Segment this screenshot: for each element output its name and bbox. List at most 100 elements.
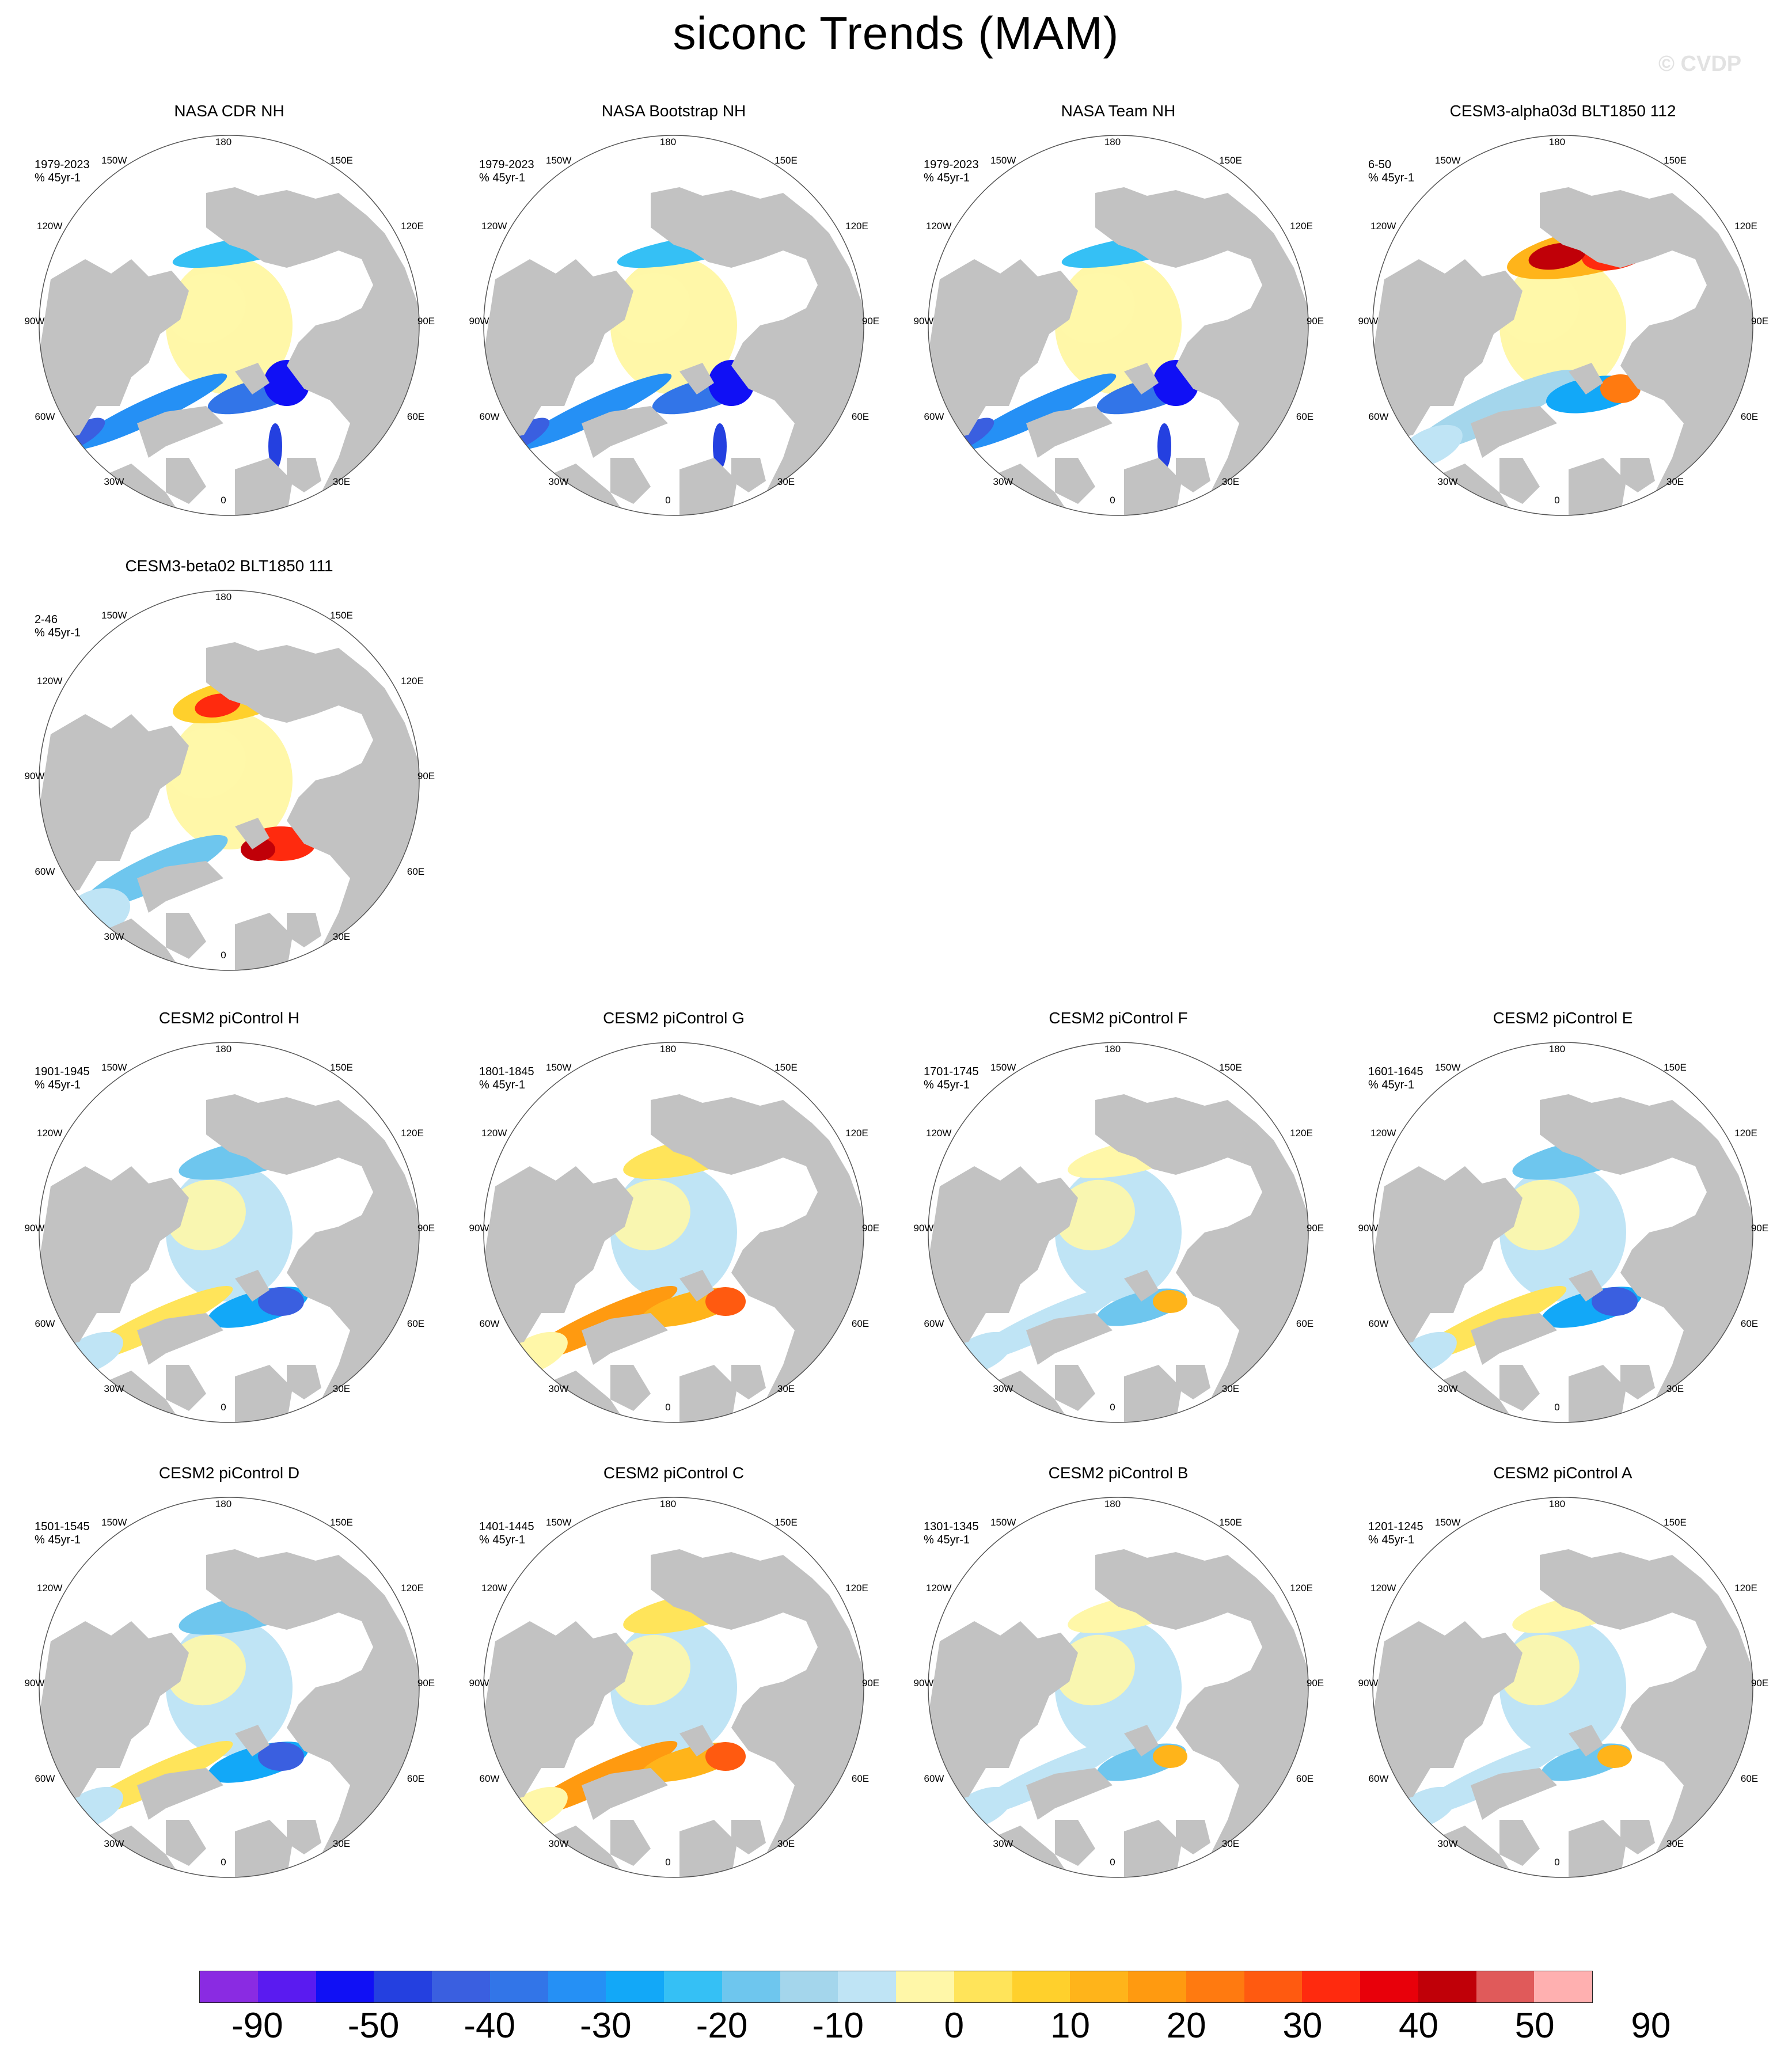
longitude-label: 60W xyxy=(35,1318,55,1329)
colorbar-swatch xyxy=(1012,1971,1070,2002)
longitude-label: 90E xyxy=(417,316,435,327)
panel-title: CESM2 piControl B xyxy=(1048,1464,1189,1482)
colorbar xyxy=(199,1971,1593,2003)
longitude-label: 90W xyxy=(913,1678,934,1689)
longitude-label: 90W xyxy=(469,1223,489,1234)
longitude-label: 30W xyxy=(104,1383,124,1394)
longitude-label: 90E xyxy=(1306,1223,1324,1234)
colorbar-tick-label: -10 xyxy=(812,2006,864,2046)
longitude-label: 150E xyxy=(330,1517,353,1528)
longitude-label: 120E xyxy=(401,676,424,686)
longitude-label: 150W xyxy=(546,1062,572,1073)
longitude-label: 180 xyxy=(1104,136,1121,147)
longitude-label: 30E xyxy=(332,931,351,942)
longitude-label: 60W xyxy=(35,411,55,422)
longitude-label: 150W xyxy=(101,1517,127,1528)
longitude-label: 90E xyxy=(1306,1678,1324,1689)
longitude-label: 0 xyxy=(221,950,226,961)
longitude-label: 120W xyxy=(1370,1583,1396,1593)
longitude-label: 150E xyxy=(774,1062,798,1073)
colorbar-tick-label: 30 xyxy=(1282,2006,1323,2046)
colorbar-swatch xyxy=(1418,1971,1476,2002)
longitude-label: 120W xyxy=(481,221,507,232)
longitude-label: 90E xyxy=(1751,316,1769,327)
colorbar-swatch xyxy=(1186,1971,1244,2002)
longitude-label: 150E xyxy=(1219,1062,1242,1073)
colorbar-tick-label: -20 xyxy=(696,2006,748,2046)
longitude-label: 90W xyxy=(469,1678,489,1689)
longitude-label: 90W xyxy=(469,316,489,327)
longitude-label: 0 xyxy=(1554,495,1560,506)
longitude-label: 30W xyxy=(548,1383,569,1394)
map-panel: NASA Team NH 1979-2023% 45yr-1 180 150W 15… xyxy=(905,101,1331,550)
panel-period: 1501-1545% 45yr-1 xyxy=(35,1520,90,1546)
colorbar-swatch xyxy=(432,1971,490,2002)
map-panel: CESM2 piControl F 1701-1745% 45yr-1 180 1… xyxy=(905,1008,1331,1457)
longitude-label: 90W xyxy=(24,1678,45,1689)
longitude-label: 30W xyxy=(104,931,124,942)
panel-period: 1601-1645% 45yr-1 xyxy=(1368,1065,1423,1091)
longitude-label: 90E xyxy=(1306,316,1324,327)
longitude-label: 150W xyxy=(1435,1062,1461,1073)
polar-map xyxy=(928,1497,1309,1878)
polar-map xyxy=(39,1042,420,1423)
longitude-label: 180 xyxy=(215,591,232,602)
longitude-label: 120E xyxy=(1290,1128,1313,1139)
longitude-label: 60E xyxy=(851,411,870,422)
panel-title: CESM3-beta02 BLT1850 111 xyxy=(125,557,333,575)
longitude-label: 60E xyxy=(407,866,425,877)
colorbar-swatch xyxy=(1360,1971,1418,2002)
longitude-label: 150E xyxy=(330,155,353,166)
colorbar-tick-label: -40 xyxy=(464,2006,515,2046)
longitude-label: 150E xyxy=(774,155,798,166)
panel-title: CESM2 piControl D xyxy=(158,1464,300,1482)
longitude-label: 60W xyxy=(1368,411,1389,422)
longitude-label: 60E xyxy=(1296,1773,1314,1784)
map-panel: CESM3-alpha03d BLT1850 112 6-50% 45yr-1 … xyxy=(1350,101,1776,550)
panel-units: % 45yr-1 xyxy=(479,1079,526,1091)
longitude-label: 0 xyxy=(665,1402,671,1413)
map-panel: CESM2 piControl C 1401-1445% 45yr-1 180 1… xyxy=(461,1463,887,1912)
longitude-label: 30E xyxy=(1666,1838,1684,1849)
longitude-label: 150W xyxy=(990,1062,1016,1073)
colorbar-swatch xyxy=(1244,1971,1303,2002)
longitude-label: 180 xyxy=(659,1044,677,1054)
polar-map xyxy=(483,1497,864,1878)
panel-units: % 45yr-1 xyxy=(35,627,81,639)
longitude-label: 0 xyxy=(221,1857,226,1868)
longitude-label: 180 xyxy=(659,1498,677,1509)
panel-units: % 45yr-1 xyxy=(479,1534,526,1546)
longitude-label: 120W xyxy=(926,1583,952,1593)
longitude-label: 30W xyxy=(993,1383,1013,1394)
longitude-label: 120E xyxy=(401,1583,424,1593)
longitude-label: 60E xyxy=(1296,411,1314,422)
panel-units: % 45yr-1 xyxy=(924,172,970,184)
longitude-label: 120W xyxy=(37,221,63,232)
longitude-label: 120E xyxy=(845,221,868,232)
longitude-label: 60E xyxy=(851,1318,870,1329)
polar-map xyxy=(483,135,864,516)
longitude-label: 90W xyxy=(1358,1678,1379,1689)
longitude-label: 150E xyxy=(1664,1062,1687,1073)
longitude-label: 30E xyxy=(1221,1838,1240,1849)
longitude-label: 180 xyxy=(1548,1498,1566,1509)
panel-title: CESM2 piControl A xyxy=(1493,1464,1632,1482)
figure-title: siconc Trends (MAM) xyxy=(673,7,1119,59)
longitude-label: 30E xyxy=(777,1383,795,1394)
panel-title: CESM2 piControl F xyxy=(1049,1009,1188,1027)
longitude-label: 120W xyxy=(37,1128,63,1139)
longitude-label: 30E xyxy=(777,476,795,487)
longitude-label: 30W xyxy=(548,1838,569,1849)
colorbar-tick-label: 0 xyxy=(944,2006,965,2046)
polar-map xyxy=(39,1497,420,1878)
panel-units: % 45yr-1 xyxy=(1368,172,1415,184)
longitude-label: 180 xyxy=(659,136,677,147)
longitude-label: 30E xyxy=(332,1383,351,1394)
colorbar-swatch xyxy=(954,1971,1012,2002)
panel-title: CESM2 piControl E xyxy=(1493,1009,1633,1027)
panel-period: 1801-1845% 45yr-1 xyxy=(479,1065,534,1091)
polar-map xyxy=(39,590,420,971)
longitude-label: 60E xyxy=(1740,411,1759,422)
longitude-label: 60W xyxy=(35,866,55,877)
colorbar-swatch xyxy=(257,1971,316,2002)
